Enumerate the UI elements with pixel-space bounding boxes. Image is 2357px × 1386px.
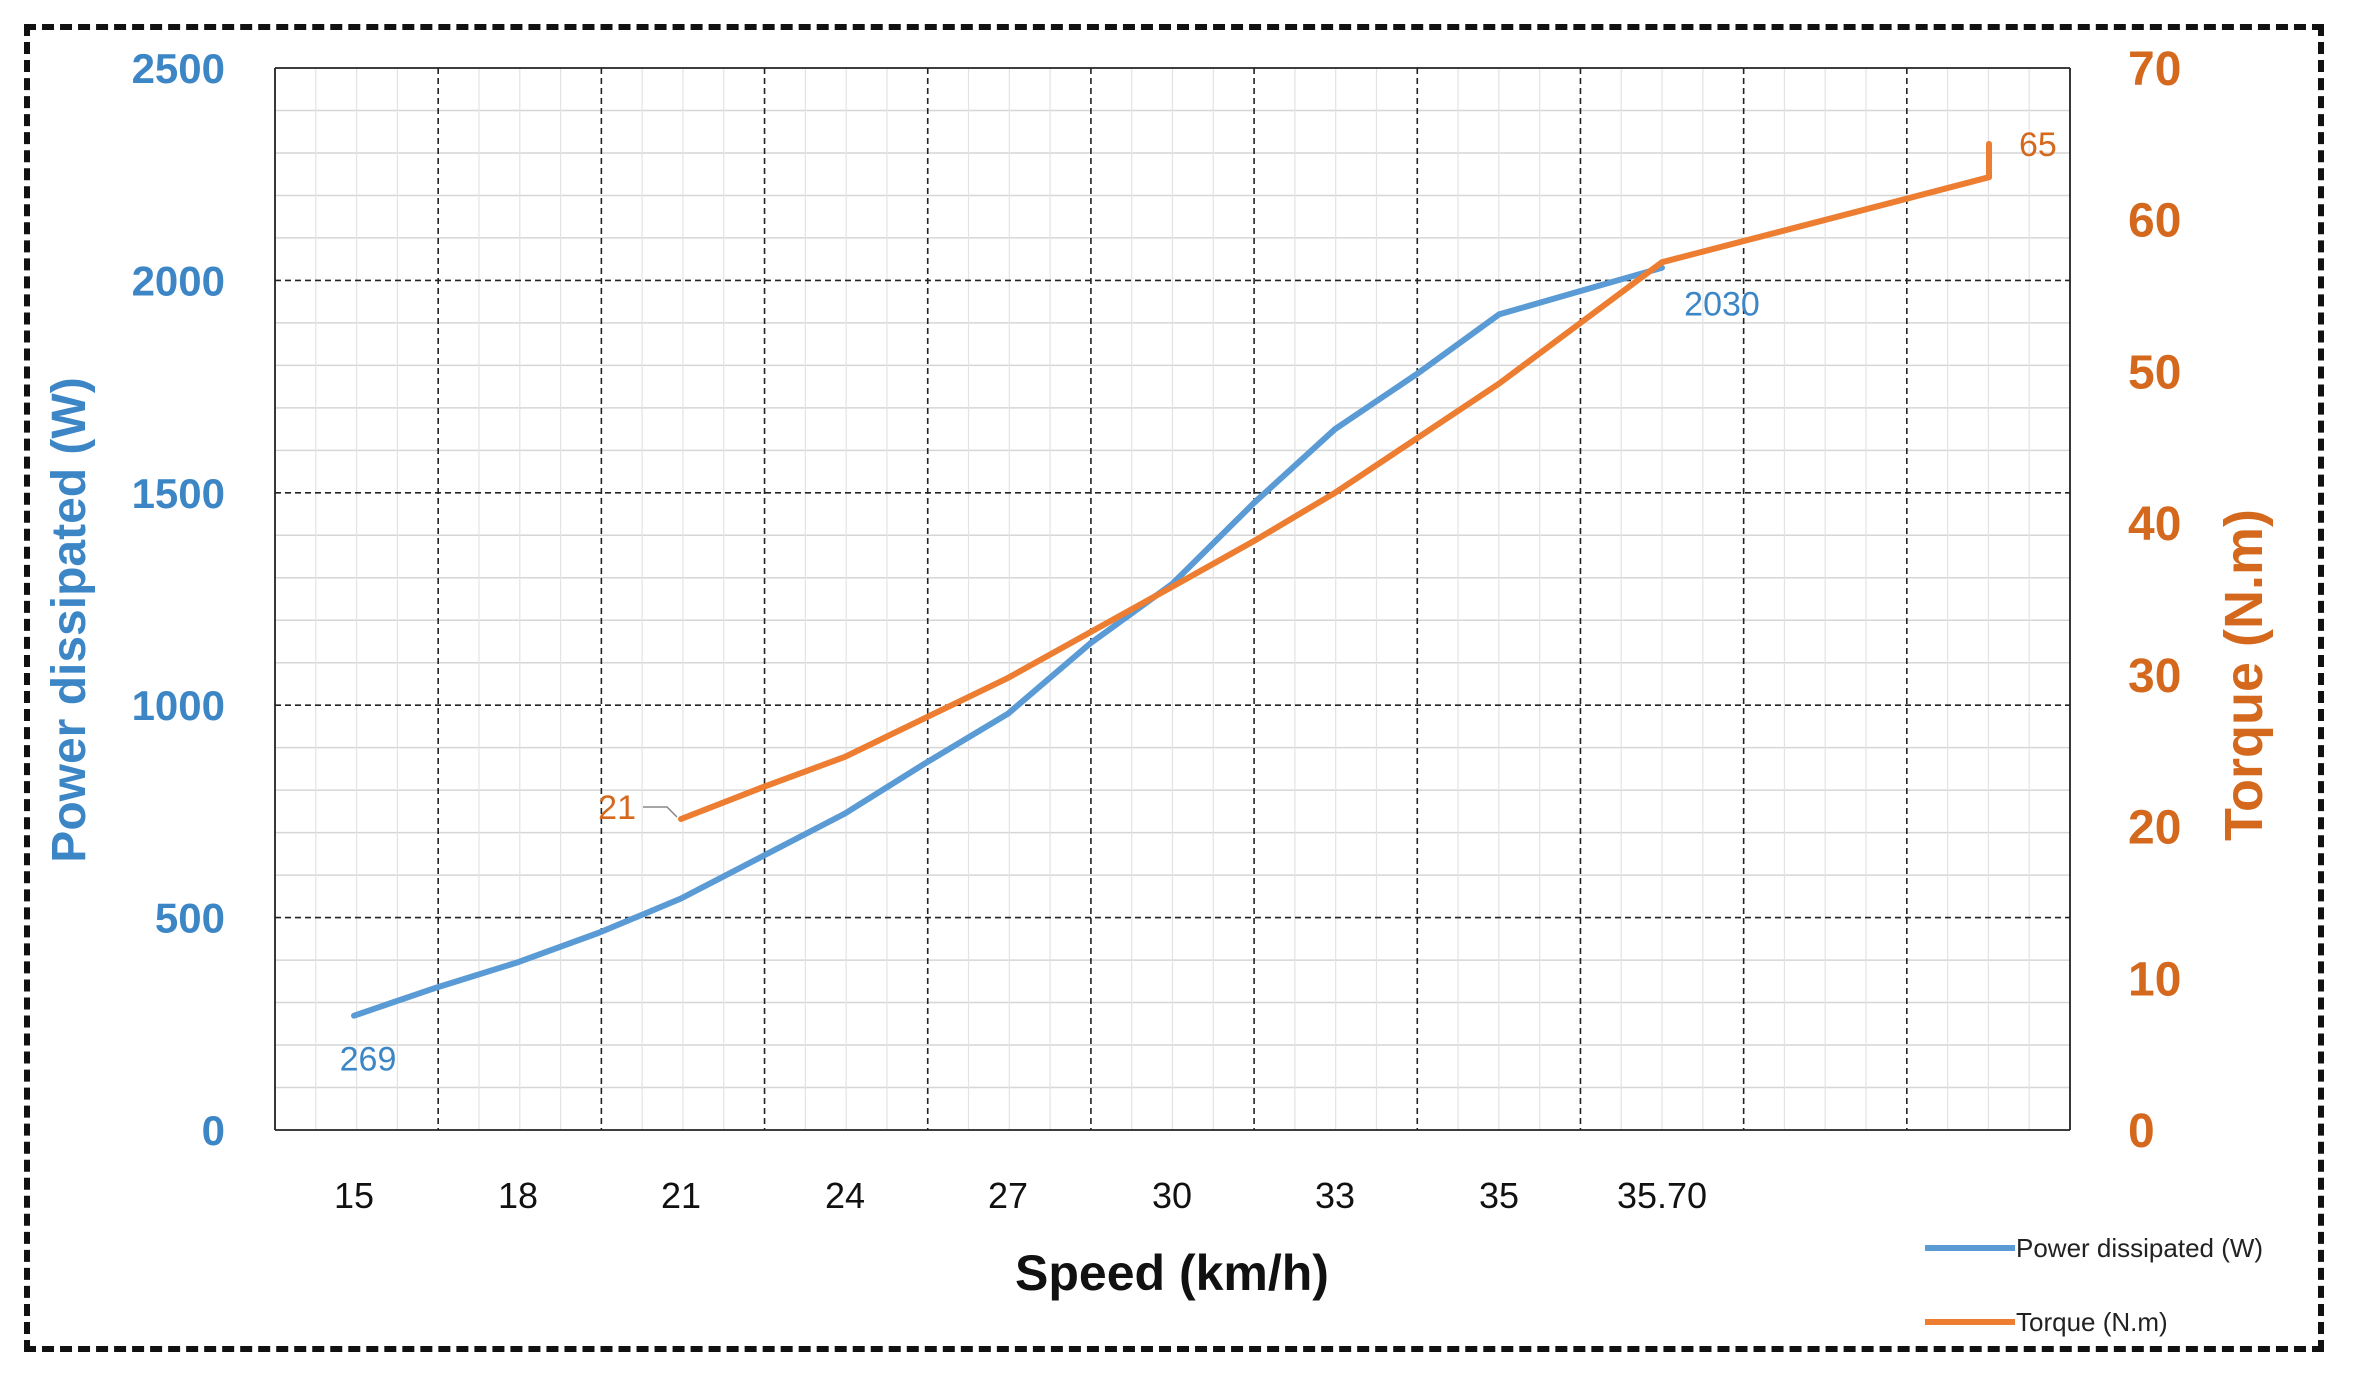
annotation-torque-start: 21 <box>598 789 636 827</box>
left-tick-label: 1500 <box>132 470 225 517</box>
right-tick-label: 70 <box>2128 43 2181 96</box>
right-tick-label: 30 <box>2128 650 2181 703</box>
x-tick-label: 30 <box>1152 1175 1192 1216</box>
x-tick-label: 33 <box>1315 1175 1355 1216</box>
annotation-leader-line <box>643 806 678 818</box>
major-gridlines <box>275 68 2070 1130</box>
series-lines <box>351 140 1992 1019</box>
right-axis-ticks: 0 10 20 30 40 50 60 70 <box>2128 43 2181 1158</box>
annotation-power-start: 269 <box>340 1041 397 1079</box>
left-tick-label: 0 <box>202 1107 225 1154</box>
x-tick-label: 35.70 <box>1617 1175 1707 1216</box>
data-annotations: 269 2030 21 65 <box>340 126 2057 1079</box>
minor-gridlines <box>275 68 2070 1130</box>
right-tick-label: 20 <box>2128 802 2181 855</box>
x-tick-label: 21 <box>661 1175 701 1216</box>
x-tick-label: 24 <box>825 1175 865 1216</box>
legend: Power dissipated (W) Torque (N.m) <box>1925 1233 2263 1337</box>
series-line <box>678 140 1992 822</box>
x-tick-label: 15 <box>334 1175 374 1216</box>
x-tick-label: 18 <box>498 1175 538 1216</box>
left-axis-title: Power dissipated (W) <box>43 377 96 862</box>
right-tick-label: 50 <box>2128 346 2181 399</box>
x-tick-label: 35 <box>1479 1175 1519 1216</box>
legend-label: Torque (N.m) <box>2016 1307 2168 1337</box>
x-axis-ticks: 15 18 21 24 27 30 33 35 35.70 <box>334 1175 1707 1216</box>
left-tick-label: 1000 <box>132 682 225 729</box>
x-tick-label: 27 <box>988 1175 1028 1216</box>
left-tick-label: 2000 <box>132 257 225 304</box>
annotation-power-end: 2030 <box>1684 286 1760 324</box>
left-axis-ticks: 0 500 1000 1500 2000 2500 <box>132 45 225 1154</box>
right-tick-label: 0 <box>2128 1105 2155 1158</box>
x-axis-title: Speed (km/h) <box>1015 1245 1329 1301</box>
right-tick-label: 60 <box>2128 195 2181 248</box>
right-tick-label: 10 <box>2128 953 2181 1006</box>
left-tick-label: 500 <box>155 895 225 942</box>
right-axis-title: Torque (N.m) <box>2214 509 2274 841</box>
left-tick-label: 2500 <box>132 45 225 92</box>
right-tick-label: 40 <box>2128 498 2181 551</box>
series-line <box>351 264 1665 1019</box>
annotation-torque-end: 65 <box>2019 126 2057 164</box>
legend-label: Power dissipated (W) <box>2016 1233 2263 1263</box>
axes-frame <box>274 67 2071 1131</box>
chart-frame <box>24 24 2324 1352</box>
